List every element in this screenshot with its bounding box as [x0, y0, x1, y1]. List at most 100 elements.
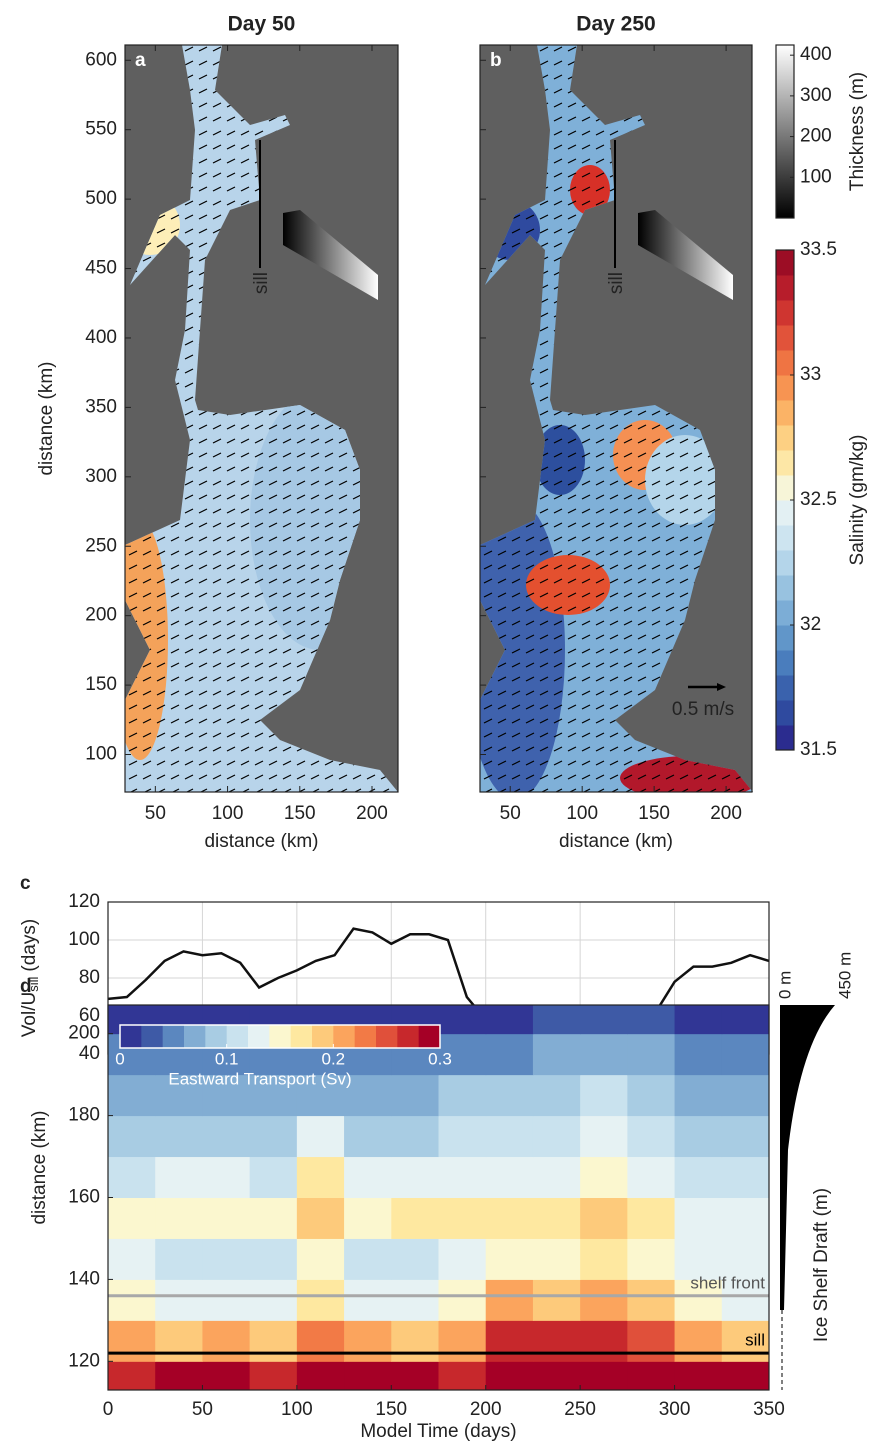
x-tick-label: 200	[710, 803, 742, 824]
heat-cell	[674, 1156, 723, 1198]
heat-cell	[627, 1279, 676, 1321]
heat-cell	[202, 1279, 251, 1321]
heat-cell	[202, 1238, 251, 1280]
heat-cell	[721, 1033, 770, 1076]
heat-cell	[532, 1005, 581, 1035]
colorbar-step	[776, 700, 794, 726]
heat-cell	[721, 1279, 770, 1321]
colorbar-fill	[776, 45, 794, 218]
colorbar-step	[354, 1025, 377, 1048]
y-tick-label: 180	[68, 1105, 100, 1126]
x-tick-label: 350	[753, 1399, 785, 1420]
heat-cell	[532, 1197, 581, 1239]
colorbar-step	[776, 450, 794, 476]
frame	[479, 44, 753, 793]
heat-cell	[438, 1033, 487, 1076]
heat-cell	[391, 1197, 439, 1239]
colorbar-step	[184, 1025, 206, 1048]
heat-cell	[296, 1361, 345, 1391]
heat-cell	[296, 1320, 345, 1362]
colorbar-step	[776, 650, 794, 676]
heat-cell	[249, 1074, 298, 1117]
heat-cell	[344, 1279, 392, 1321]
heat-cell	[485, 1279, 534, 1321]
heat-cell	[202, 1361, 251, 1391]
heat-cell	[108, 1361, 156, 1391]
colorbar-step	[312, 1025, 334, 1048]
y-tick-label: 350	[85, 396, 117, 417]
y-tick-label: 250	[85, 535, 117, 556]
heat-cell	[721, 1156, 770, 1198]
heat-cell	[344, 1238, 392, 1280]
sill-label: sill	[606, 272, 627, 294]
x-tick-label: 300	[659, 1399, 691, 1420]
heat-cell	[108, 1115, 156, 1158]
heat-cell	[202, 1074, 251, 1117]
heat-cell	[674, 1033, 723, 1076]
colorbar-step	[776, 275, 794, 301]
colorbar-step	[776, 300, 794, 326]
heat-cell	[627, 1005, 676, 1035]
frame	[775, 249, 795, 751]
heat-cell	[674, 1005, 723, 1035]
y-tick-label: 80	[79, 967, 100, 988]
x-tick-label: 0	[103, 1399, 114, 1420]
y-tick-label: 40	[79, 1043, 100, 1064]
y-tick-label: 100	[85, 744, 117, 765]
panel-label: a	[135, 50, 146, 71]
heat-cell	[438, 1115, 487, 1158]
y-axis-label: distance (km)	[36, 361, 57, 475]
draft-label: Ice Shelf Draft (m)	[811, 1188, 832, 1342]
heat-cell	[485, 1156, 534, 1198]
heat-cell	[391, 1238, 439, 1280]
y-tick-label: 400	[85, 327, 117, 348]
heat-cell	[296, 1115, 345, 1158]
heat-cell	[580, 1361, 628, 1391]
colorbar-label: Eastward Transport (Sv)	[168, 1069, 351, 1088]
y-tick-label: 150	[85, 674, 117, 695]
heat-cell	[721, 1238, 770, 1280]
colorbar-tick-label: 31.5	[800, 739, 837, 760]
heat-cell	[155, 1320, 203, 1362]
colorbar-step	[397, 1025, 420, 1048]
y-tick-label: 60	[79, 1005, 100, 1026]
heat-cell	[249, 1279, 298, 1321]
heat-cell	[344, 1197, 392, 1239]
colorbar-label: Salinity (gm/kg)	[847, 435, 868, 566]
heat-cell	[249, 1238, 298, 1280]
colorbar-frame	[119, 1024, 441, 1049]
heat-cell	[108, 1320, 156, 1362]
heat-cell	[485, 1115, 534, 1158]
heat-cell	[485, 1197, 534, 1239]
colorbar-step	[776, 250, 794, 276]
colorbar-step	[776, 675, 794, 701]
colorbar-step	[776, 325, 794, 351]
heat-cell	[108, 1279, 156, 1321]
heat-cell	[532, 1279, 581, 1321]
heat-cell	[580, 1005, 628, 1035]
heat-cell	[721, 1074, 770, 1117]
heat-cell	[108, 1074, 156, 1117]
frame	[124, 44, 399, 793]
heat-cell	[580, 1238, 628, 1280]
heat-cell	[296, 1074, 345, 1117]
draft-top-label: 0 m	[775, 971, 794, 999]
map-b: sill 0.5 m/s	[480, 45, 753, 792]
heat-cell	[391, 1279, 439, 1321]
colorbar-step	[376, 1025, 398, 1048]
heat-cell	[438, 1361, 487, 1391]
heat-cell	[627, 1156, 676, 1198]
heat-cell	[155, 1074, 203, 1117]
heat-cell	[249, 1320, 298, 1362]
colorbar-step	[776, 350, 794, 376]
colorbar-step	[248, 1025, 270, 1048]
x-axis-label: distance (km)	[204, 831, 318, 852]
colorbar-step	[205, 1025, 228, 1048]
y-axis-label: distance (km)	[29, 1110, 50, 1224]
heat-cell	[249, 1361, 298, 1391]
colorbar-step	[776, 550, 794, 576]
heat-cell	[627, 1197, 676, 1239]
x-tick-label: 200	[470, 1399, 502, 1420]
y-tick-label: 450	[85, 258, 117, 279]
x-axis-label: distance (km)	[559, 831, 673, 852]
